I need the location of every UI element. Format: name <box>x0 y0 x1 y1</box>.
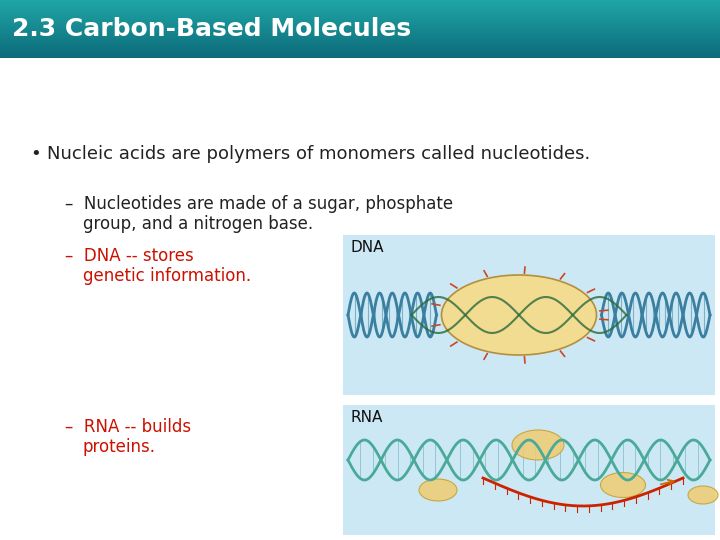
Text: –  DNA -- stores: – DNA -- stores <box>65 247 194 265</box>
Ellipse shape <box>419 479 457 501</box>
Text: RNA: RNA <box>351 410 383 425</box>
FancyBboxPatch shape <box>343 235 715 395</box>
Text: Nucleic acids are polymers of monomers called nucleotides.: Nucleic acids are polymers of monomers c… <box>47 145 590 163</box>
Ellipse shape <box>512 430 564 460</box>
FancyBboxPatch shape <box>0 58 720 540</box>
Ellipse shape <box>441 275 596 355</box>
Text: –  Nucleotides are made of a sugar, phosphate: – Nucleotides are made of a sugar, phosp… <box>65 195 453 213</box>
Text: proteins.: proteins. <box>83 438 156 456</box>
Text: –  RNA -- builds: – RNA -- builds <box>65 418 191 436</box>
Ellipse shape <box>600 472 646 497</box>
Text: 2.3 Carbon-Based Molecules: 2.3 Carbon-Based Molecules <box>12 17 411 41</box>
Text: DNA: DNA <box>351 240 384 255</box>
FancyBboxPatch shape <box>343 405 715 535</box>
Ellipse shape <box>688 486 718 504</box>
Text: genetic information.: genetic information. <box>83 267 251 285</box>
Text: •: • <box>30 145 41 163</box>
Text: group, and a nitrogen base.: group, and a nitrogen base. <box>83 215 313 233</box>
